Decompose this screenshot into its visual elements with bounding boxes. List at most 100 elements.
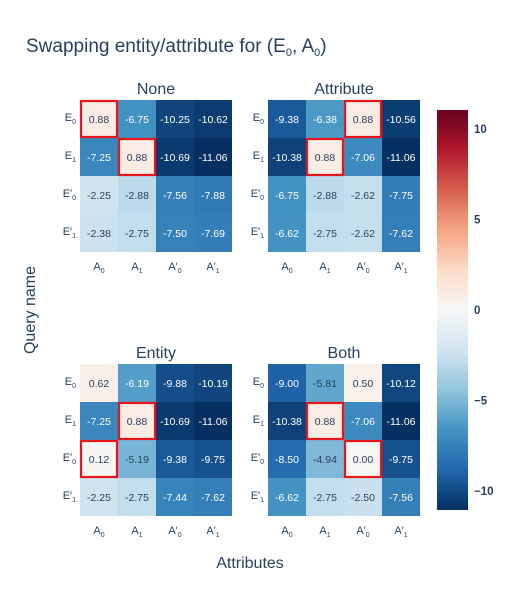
cell-value-label: -4.94: [313, 454, 337, 466]
heatmap-cell: [156, 478, 194, 516]
cell-value-label: -6.75: [275, 190, 299, 202]
colorbar-tick-label: 5: [474, 215, 481, 227]
highlight-box: [79, 439, 119, 479]
cell-value-label: -2.75: [125, 492, 149, 504]
highlight-box: [343, 439, 383, 479]
heatmap-cell: [382, 402, 420, 440]
cell-value-label: -7.69: [201, 228, 225, 240]
heatmap-cell: [194, 402, 232, 440]
cell-value-label: -2.50: [351, 492, 375, 504]
cell-value-label: -7.62: [389, 228, 413, 240]
x-tick-label: A1: [319, 525, 330, 539]
cell-value-label: -2.88: [313, 190, 337, 202]
cell-value-label: -11.06: [387, 416, 416, 428]
heatmap-cell: [382, 440, 420, 478]
cell-value-label: -9.38: [275, 114, 299, 126]
cell-value-label: -2.75: [125, 228, 149, 240]
cell-value-label: -6.62: [275, 228, 299, 240]
x-tick-label: A′0: [356, 525, 369, 539]
heatmap-cell: [344, 214, 382, 252]
cell-value-label: 0.88: [127, 416, 148, 428]
cell-value-label: -7.56: [163, 190, 187, 202]
cell-value-label: -7.88: [201, 190, 225, 202]
heatmap-cell: [156, 138, 194, 176]
heatmap-cell: [382, 100, 420, 138]
cell-value-label: -10.69: [160, 416, 190, 428]
panel-title: Attribute: [314, 81, 374, 98]
y-axis-label: Query name: [22, 266, 39, 354]
y-tick-label: E′1: [63, 490, 76, 504]
cell-value-label: -2.75: [313, 492, 337, 504]
heatmap-cell: [118, 214, 156, 252]
cell-value-label: -10.19: [198, 378, 228, 390]
heatmap-panel-attribute: Attribute -9.38 -6.38 0.88 -10.56 -10.38 0.88 -…: [251, 81, 420, 275]
y-tick-label: E1: [253, 150, 264, 164]
x-tick-label: A′1: [206, 261, 219, 275]
colorbar-tick-label: 0: [474, 305, 480, 317]
cell-value-label: 0.12: [89, 454, 110, 466]
heatmap-cell: [382, 364, 420, 402]
heatmap-cell: [80, 364, 118, 402]
heatmap-cell: [80, 100, 118, 138]
y-tick-label: E′0: [251, 188, 264, 202]
cell-value-label: -7.25: [87, 152, 111, 164]
heatmap-cell: [156, 364, 194, 402]
heatmap-cell: [306, 100, 344, 138]
heatmap-cell: [80, 402, 118, 440]
colorbar-gradient: [437, 110, 468, 510]
cell-value-label: -10.69: [160, 152, 190, 164]
heatmap-cell: [118, 478, 156, 516]
y-tick-label: E′0: [251, 452, 264, 466]
x-tick-label: A0: [281, 525, 292, 539]
colorbar-tick-label: −5: [474, 395, 488, 407]
x-tick-label: A′0: [168, 525, 181, 539]
x-tick-label: A′1: [206, 525, 219, 539]
heatmap-cell: [118, 402, 156, 440]
highlight-box: [117, 401, 157, 441]
x-tick-label: A0: [93, 525, 104, 539]
heatmap-cell: [156, 176, 194, 214]
cell-value-label: -10.38: [272, 416, 302, 428]
heatmap-panels: None 0.88 -6.75 -10.25 -10.62 -7.25 0.88 -10.69…: [63, 81, 420, 539]
heatmap-cell: [382, 138, 420, 176]
heatmap-cell: [80, 478, 118, 516]
x-tick-label: A′0: [356, 261, 369, 275]
heatmap-cell: [382, 478, 420, 516]
heatmap-cell: [306, 478, 344, 516]
cell-value-label: -11.06: [199, 152, 228, 164]
heatmap-cell: [268, 176, 306, 214]
heatmap-cell: [268, 364, 306, 402]
cell-value-label: -7.56: [389, 492, 413, 504]
colorbar-tick-label: 10: [474, 124, 487, 136]
heatmap-cell: [194, 440, 232, 478]
cell-value-label: -10.12: [386, 378, 416, 390]
heatmap-cell: [118, 176, 156, 214]
x-tick-label: A0: [281, 261, 292, 275]
cell-value-label: -2.62: [351, 190, 375, 202]
heatmap-cell: [268, 478, 306, 516]
x-tick-label: A1: [319, 261, 330, 275]
highlight-box: [305, 401, 345, 441]
x-tick-label: A1: [131, 525, 142, 539]
heatmap-cell: [344, 478, 382, 516]
cell-value-label: -2.38: [87, 228, 111, 240]
heatmap-cell: [156, 402, 194, 440]
heatmap-cell: [344, 402, 382, 440]
x-tick-label: A′0: [168, 261, 181, 275]
cell-value-label: -8.50: [275, 454, 299, 466]
cell-value-label: -11.06: [199, 416, 228, 428]
cell-value-label: -11.06: [387, 152, 416, 164]
y-tick-label: E′1: [251, 490, 264, 504]
cell-value-label: 0.50: [353, 378, 374, 390]
cell-value-label: -10.62: [198, 114, 228, 126]
highlight-box: [117, 137, 157, 177]
heatmap-cell: [268, 100, 306, 138]
heatmap-cell: [118, 100, 156, 138]
y-tick-label: E0: [65, 376, 76, 390]
heatmap-cell: [118, 138, 156, 176]
cell-value-label: -6.38: [313, 114, 337, 126]
cell-value-label: 0.88: [127, 152, 148, 164]
heatmap-cell: [306, 364, 344, 402]
cell-value-label: -2.88: [125, 190, 149, 202]
